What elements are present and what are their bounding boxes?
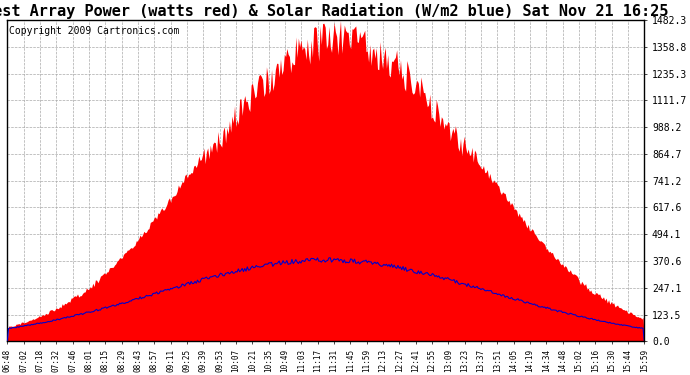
Text: Copyright 2009 Cartronics.com: Copyright 2009 Cartronics.com (8, 26, 179, 36)
Title: West Array Power (watts red) & Solar Radiation (W/m2 blue) Sat Nov 21 16:25: West Array Power (watts red) & Solar Rad… (0, 3, 668, 19)
